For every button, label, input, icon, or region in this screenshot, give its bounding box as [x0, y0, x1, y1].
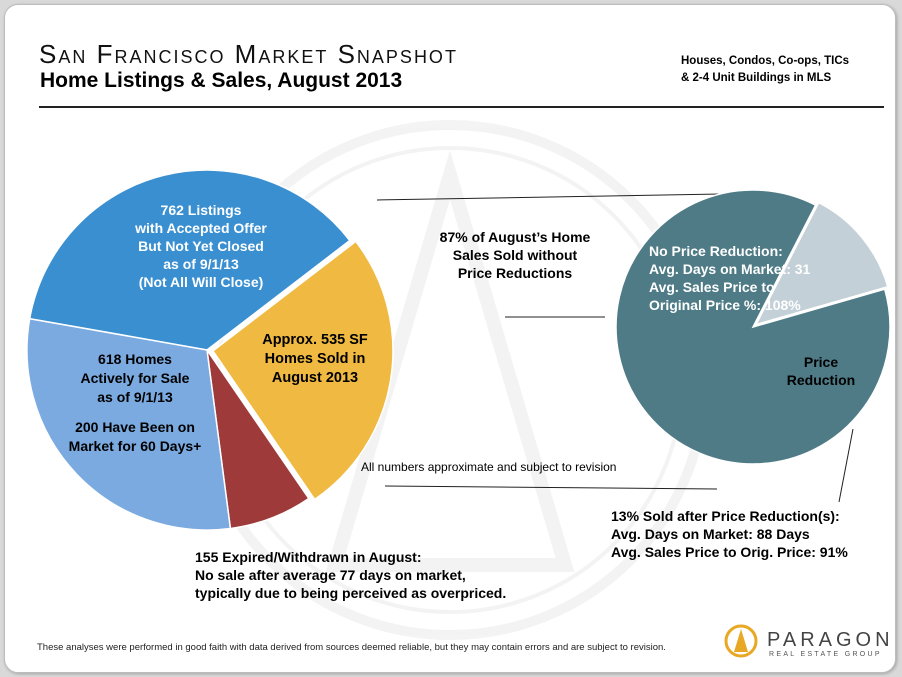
slice-price-reduction [754, 201, 889, 326]
label-line: No sale after average 77 days on market, [195, 567, 466, 583]
label-line: No Price Reduction: [649, 243, 783, 259]
label-line: Avg. Days on Market: 88 Days [611, 526, 810, 542]
label-line: Market for 60 Days+ [68, 438, 202, 454]
scope-line: & 2-4 Unit Buildings in MLS [681, 72, 832, 84]
label-line: 87% of August’s Home [439, 229, 591, 245]
label-line: Price [803, 354, 839, 370]
label-line: 13% Sold after Price Reduction(s): [611, 508, 840, 524]
label-line: typically due to being perceived as over… [195, 585, 507, 601]
label-line: Avg. Sales Price to [649, 279, 775, 295]
chart-canvas [26, 120, 891, 640]
page-subtitle: Home Listings & Sales, August 2013 [40, 69, 403, 92]
slice-label-accepted-offer: 762 Listings with Accepted Offer But Not… [101, 201, 301, 291]
label-spacer [45, 407, 225, 418]
scope-line: Houses, Condos, Co-ops, TICs [681, 55, 850, 67]
label-line: 200 Have Been on [75, 419, 195, 435]
label-line: as of 9/1/13 [163, 256, 239, 272]
slice-label-no-reduction: No Price Reduction: Avg. Days on Market:… [649, 242, 869, 314]
scope-note: Houses, Condos, Co-ops, TICs & 2-4 Unit … [681, 53, 891, 87]
sales-pie [615, 189, 891, 465]
slice-label-sold: Approx. 535 SF Homes Sold in August 2013 [245, 331, 385, 388]
label-line: 155 Expired/Withdrawn in August: [195, 549, 422, 565]
slide: San Francisco Market Snapshot Home Listi… [4, 4, 896, 673]
paragon-logo-icon [724, 624, 758, 658]
label-line: Price Reductions [457, 265, 573, 281]
footer-disclaimer: These analyses were performed in good fa… [37, 642, 666, 653]
slice-active [26, 317, 232, 531]
slice-label-reduction: Price Reduction [781, 353, 861, 389]
approximation-note: All numbers approximate and subject to r… [361, 460, 617, 474]
label-line: Homes Sold in [264, 351, 366, 367]
label-line: with Accepted Offer [135, 220, 267, 236]
expired-callout: 155 Expired/Withdrawn in August: No sale… [195, 548, 615, 602]
header-divider [39, 106, 884, 108]
label-line: Approx. 535 SF [262, 332, 368, 348]
label-line: 618 Homes [98, 351, 172, 367]
label-line: 762 Listings [160, 202, 242, 218]
page-title: San Francisco Market Snapshot [39, 39, 458, 69]
label-line: August 2013 [271, 370, 359, 386]
logo-wordmark: PARAGON [767, 629, 894, 651]
sales-callout: 87% of August’s Home Sales Sold without … [425, 228, 605, 282]
slice-sold [211, 240, 394, 501]
reduction-callout: 13% Sold after Price Reduction(s): Avg. … [611, 507, 891, 561]
label-line: (Not All Will Close) [138, 274, 264, 290]
label-line: Reduction [786, 372, 856, 388]
slice-label-active: 618 Homes Actively for Sale as of 9/1/13… [45, 350, 225, 456]
label-line: Sales Sold without [452, 247, 578, 263]
slice-accepted-offer [28, 169, 351, 351]
label-line: as of 9/1/13 [97, 389, 173, 405]
label-line: Avg. Sales Price to Orig. Price: 91% [611, 544, 848, 560]
label-line: Actively for Sale [80, 370, 190, 386]
label-line: Original Price %: 108% [649, 297, 801, 313]
slice-no-reduction [615, 189, 891, 465]
logo-tagline: REAL ESTATE GROUP [769, 651, 882, 658]
label-line: But Not Yet Closed [138, 238, 264, 254]
label-line: Avg. Days on Market: 31 [649, 261, 811, 277]
connector-line [376, 193, 722, 201]
connector-lines [376, 193, 854, 503]
connector-line [384, 485, 718, 490]
main-pie [26, 169, 394, 531]
connector-line [838, 428, 854, 503]
